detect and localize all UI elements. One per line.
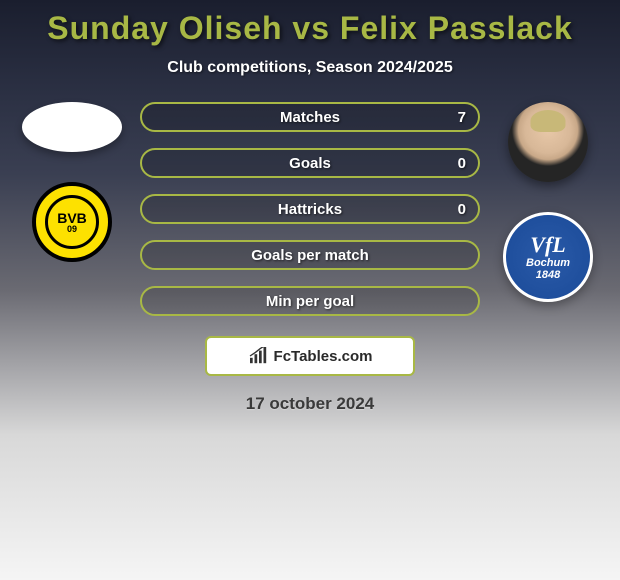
club-right-badge: VfL Bochum 1848 bbox=[503, 212, 593, 302]
stat-value-right: 0 bbox=[458, 201, 466, 218]
player-left-avatar bbox=[22, 102, 122, 152]
chart-icon bbox=[248, 347, 270, 365]
club-right-badge-text: VfL Bochum 1848 bbox=[526, 233, 570, 281]
club-left-badge: BVB 09 bbox=[32, 182, 112, 262]
club-left-abbr: BVB bbox=[57, 211, 87, 225]
stat-value-right: 0 bbox=[458, 155, 466, 172]
player-left-column: BVB 09 bbox=[12, 102, 132, 262]
stat-label: Goals bbox=[289, 155, 331, 172]
stat-label: Min per goal bbox=[266, 293, 354, 310]
stat-label: Hattricks bbox=[278, 201, 342, 218]
attribution-text: FcTables.com bbox=[274, 348, 373, 365]
player-right-column: VfL Bochum 1848 bbox=[488, 102, 608, 302]
club-right-city: Bochum bbox=[526, 257, 570, 269]
stat-value-right: 7 bbox=[458, 109, 466, 126]
player-right-avatar bbox=[508, 102, 588, 182]
club-left-year: 09 bbox=[67, 225, 77, 234]
stats-column: Matches 7 Goals 0 Hattricks 0 Goals per … bbox=[140, 102, 480, 316]
stat-bar-matches: Matches 7 bbox=[140, 102, 480, 132]
attribution-badge[interactable]: FcTables.com bbox=[205, 336, 415, 376]
club-right-year: 1848 bbox=[526, 269, 570, 281]
club-right-script: VfL bbox=[526, 233, 570, 257]
club-left-badge-inner: BVB 09 bbox=[45, 195, 99, 249]
date-text: 17 october 2024 bbox=[0, 394, 620, 414]
stat-bar-mpg: Min per goal bbox=[140, 286, 480, 316]
page-subtitle: Club competitions, Season 2024/2025 bbox=[0, 59, 620, 77]
comparison-row: BVB 09 Matches 7 Goals 0 Hattricks 0 Goa… bbox=[0, 102, 620, 316]
stat-label: Goals per match bbox=[251, 247, 369, 264]
stat-bar-gpm: Goals per match bbox=[140, 240, 480, 270]
stat-label: Matches bbox=[280, 109, 340, 126]
stat-bar-hattricks: Hattricks 0 bbox=[140, 194, 480, 224]
page-title: Sunday Oliseh vs Felix Passlack bbox=[0, 0, 620, 47]
stat-bar-goals: Goals 0 bbox=[140, 148, 480, 178]
